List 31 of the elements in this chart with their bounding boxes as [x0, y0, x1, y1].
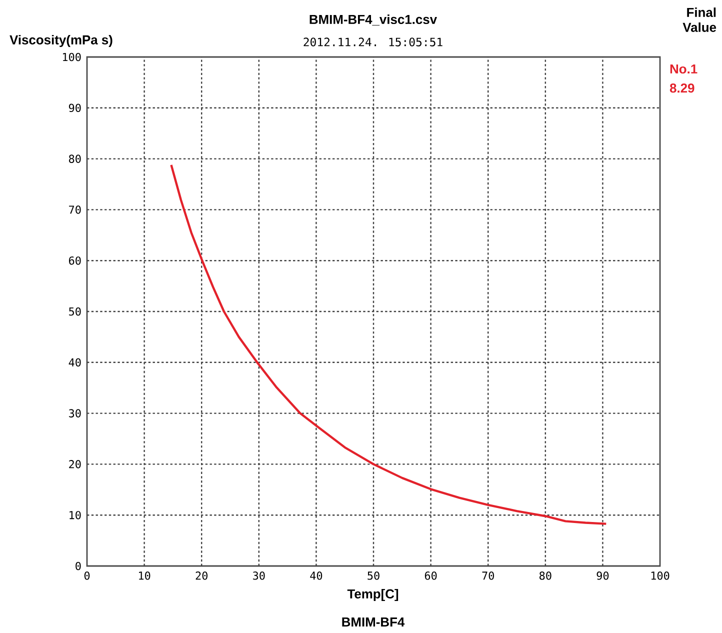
y-axis-title: Viscosity(mPa s)	[10, 34, 112, 48]
line-series	[170, 164, 608, 525]
x-axis-title: Temp[C]	[347, 588, 398, 602]
y-tick-label: 20	[69, 460, 81, 468]
x-tick-label: 20	[196, 572, 208, 580]
text: Final Value	[682, 8, 716, 32]
x-tick-label: 80	[540, 572, 552, 580]
y-tick-label: 30	[69, 409, 81, 418]
x-tick-label: 10	[139, 572, 150, 580]
text: No.1	[670, 64, 698, 74]
x-tick-label: 0	[84, 572, 90, 580]
y-tick-label: 90	[68, 104, 81, 112]
y-tick-label: 100	[63, 52, 81, 62]
y-tick-label: 70	[69, 206, 81, 214]
chart-title: BMIM-BF4_visc1.csv	[310, 14, 437, 26]
x-tick-label: 100	[651, 572, 670, 580]
y-tick-label: 40	[68, 358, 81, 367]
chart-subtitle: 2012.11.24. 15:05:51	[304, 38, 442, 46]
text: BMIM-BF4	[342, 618, 405, 626]
x-tick-label: 60	[424, 572, 437, 580]
x-tick-label: 90	[596, 572, 609, 580]
y-tick-label: 50	[69, 307, 81, 316]
y-tick-label: 10	[70, 510, 81, 520]
x-tick-label: 50	[368, 572, 380, 580]
y-tick-label: 60	[69, 256, 81, 265]
y-tick-label: 80	[68, 154, 81, 163]
x-tick-label: 40	[310, 572, 322, 580]
x-tick-label: 30	[253, 572, 265, 580]
x-tick-label: 70	[482, 572, 494, 580]
text: 8.29	[670, 84, 694, 93]
y-tick-label: 0	[76, 562, 81, 570]
